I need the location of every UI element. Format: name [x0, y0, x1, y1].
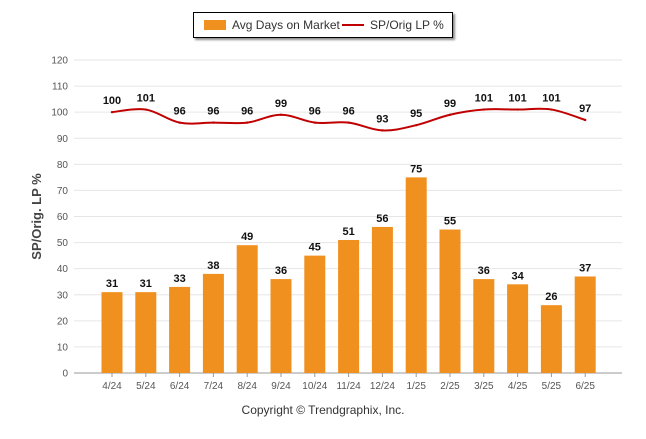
bar-value-label: 51 — [342, 226, 354, 238]
bar-value-label: 34 — [511, 270, 524, 282]
bar — [405, 177, 427, 373]
y-tick-label: 60 — [57, 212, 69, 223]
y-axis-title: SP/Orig. LP % — [29, 173, 44, 260]
line-value-label: 101 — [475, 93, 493, 105]
bar — [101, 292, 123, 373]
line-value-label: 101 — [542, 93, 560, 105]
bar-value-label: 38 — [207, 260, 219, 272]
line-point — [381, 129, 384, 132]
x-tick-label: 12/24 — [370, 381, 395, 392]
x-tick-label: 10/24 — [302, 381, 327, 392]
y-tick-label: 30 — [57, 290, 69, 301]
line-value-label: 93 — [376, 113, 388, 125]
bar-value-label: 26 — [545, 291, 557, 303]
bar — [270, 279, 292, 373]
line-point — [178, 121, 181, 124]
y-tick-label: 40 — [57, 264, 69, 275]
y-tick-label: 10 — [57, 342, 69, 353]
line-value-label: 96 — [173, 106, 185, 118]
bar — [473, 279, 495, 373]
x-tick-label: 11/24 — [336, 381, 361, 392]
x-tick-label: 6/25 — [575, 381, 595, 392]
line-point — [144, 108, 147, 111]
line-point — [550, 108, 553, 111]
x-tick-label: 6/24 — [170, 381, 190, 392]
y-tick-label: 120 — [51, 56, 68, 67]
line-point — [584, 118, 587, 122]
line-point — [516, 108, 519, 111]
legend: Avg Days on Market SP/Orig LP % — [193, 12, 453, 38]
bar-value-label: 75 — [410, 163, 422, 175]
legend-line-swatch — [342, 24, 364, 26]
bar-value-label: 36 — [275, 265, 287, 277]
line-point — [313, 121, 316, 124]
bar — [540, 305, 562, 373]
bar-value-label: 49 — [241, 231, 253, 243]
x-tick-label: 4/25 — [508, 381, 528, 392]
line-value-label: 96 — [309, 106, 321, 118]
bar-value-label: 56 — [376, 213, 388, 225]
line-value-label: 99 — [444, 98, 456, 110]
legend-bar-label: Avg Days on Market — [232, 18, 340, 32]
x-tick-label: 5/25 — [542, 381, 562, 392]
bar — [304, 255, 326, 373]
x-tick-label: 9/24 — [271, 381, 291, 392]
bar — [236, 245, 258, 373]
bar — [371, 226, 393, 373]
bar — [169, 286, 191, 373]
x-tick-label: 8/24 — [237, 381, 257, 392]
bar — [574, 276, 596, 373]
bar-value-label: 45 — [309, 242, 321, 254]
y-tick-label: 0 — [62, 369, 68, 380]
bar-value-label: 55 — [444, 216, 456, 228]
x-tick-label: 1/25 — [406, 381, 426, 392]
y-tick-label: 80 — [57, 160, 69, 171]
bar — [439, 229, 461, 373]
line-value-label: 95 — [410, 108, 422, 120]
x-tick-label: 4/24 — [102, 381, 122, 392]
y-tick-label: 50 — [57, 238, 69, 249]
line-point — [482, 108, 485, 111]
line-value-label: 101 — [137, 93, 155, 105]
x-tick-label: 2/25 — [440, 381, 460, 392]
line-value-label: 101 — [508, 93, 526, 105]
y-tick-label: 110 — [52, 82, 68, 93]
bar — [202, 273, 224, 373]
line-point — [415, 124, 418, 127]
bar-value-label: 31 — [106, 278, 118, 290]
line-value-label: 96 — [342, 106, 354, 118]
line-value-label: 96 — [241, 106, 253, 118]
bar — [338, 239, 360, 373]
x-tick-label: 5/24 — [136, 381, 156, 392]
bar — [507, 284, 529, 373]
bar-value-label: 33 — [173, 273, 185, 285]
line-value-label: 96 — [207, 106, 219, 118]
legend-line-label: SP/Orig LP % — [370, 18, 444, 32]
line-point — [347, 121, 350, 124]
line-point — [212, 121, 215, 124]
bar-value-label: 36 — [478, 265, 490, 277]
line-point — [448, 113, 452, 116]
line-value-label: 99 — [275, 98, 287, 110]
bar — [135, 292, 157, 373]
y-tick-label: 70 — [57, 186, 69, 197]
line-point — [110, 110, 114, 114]
line-value-label: 100 — [103, 95, 121, 107]
legend-item-line[interactable]: SP/Orig LP % — [342, 18, 444, 32]
legend-bar-swatch — [204, 20, 226, 30]
line-value-label: 97 — [579, 103, 591, 115]
y-tick-label: 90 — [57, 134, 69, 145]
y-tick-label: 100 — [51, 108, 68, 119]
y-tick-label: 20 — [57, 316, 69, 327]
line-point — [246, 121, 249, 124]
bar-value-label: 37 — [579, 262, 591, 274]
legend-item-bar[interactable]: Avg Days on Market — [204, 18, 340, 32]
line-point — [279, 113, 283, 116]
x-tick-label: 7/24 — [204, 381, 224, 392]
x-tick-label: 3/25 — [474, 381, 494, 392]
copyright-text: Copyright © Trendgraphix, Inc. — [241, 403, 405, 417]
bar-value-label: 31 — [140, 278, 152, 290]
